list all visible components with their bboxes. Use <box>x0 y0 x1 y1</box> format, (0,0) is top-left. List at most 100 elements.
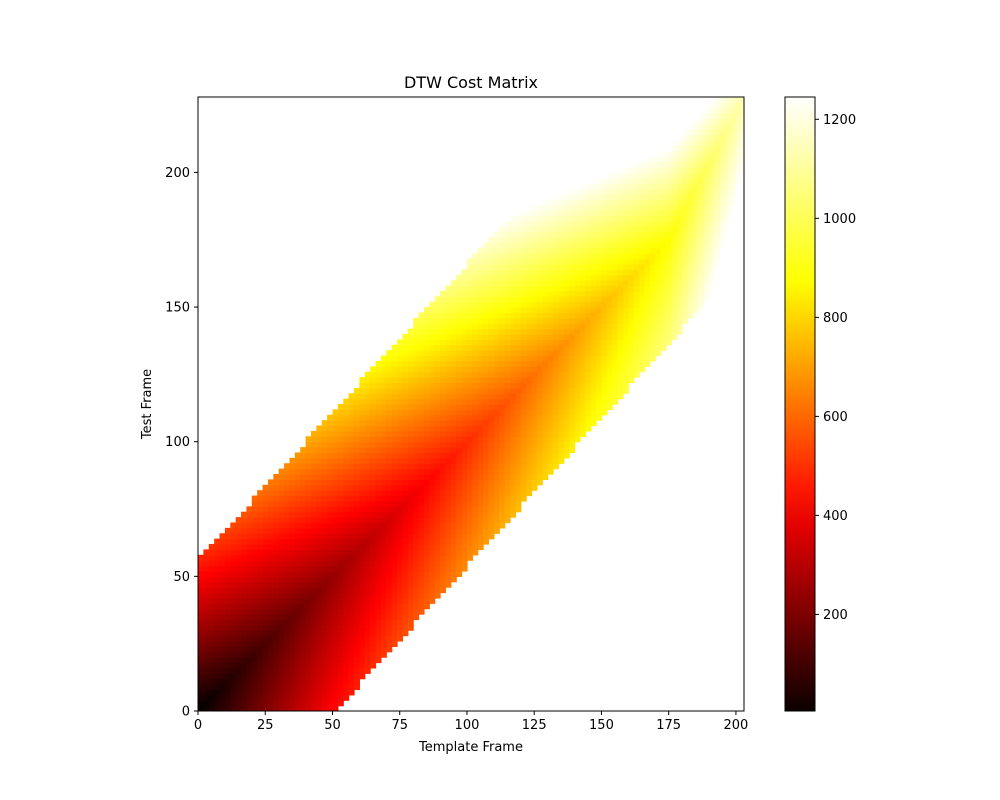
heatmap-cell <box>219 581 226 588</box>
heatmap-cell <box>284 651 291 658</box>
heatmap-cell <box>601 118 608 125</box>
heatmap-cell <box>450 420 457 427</box>
heatmap-cell <box>359 474 366 481</box>
heatmap-cell <box>483 479 490 486</box>
heatmap-cell <box>499 237 506 244</box>
heatmap-cell <box>526 237 533 244</box>
heatmap-cell <box>558 231 565 238</box>
heatmap-cell <box>348 430 355 437</box>
heatmap-cell <box>644 296 651 303</box>
heatmap-cell <box>526 366 533 373</box>
heatmap-cell <box>569 285 576 292</box>
heatmap-cell <box>289 662 296 669</box>
heatmap-cell <box>337 420 344 427</box>
heatmap-cell <box>569 409 576 416</box>
heatmap-cell <box>203 624 210 631</box>
heatmap-cell <box>520 199 527 206</box>
heatmap-cell <box>429 560 436 567</box>
heatmap-cell <box>590 420 597 427</box>
heatmap-cell <box>515 382 522 389</box>
heatmap-cell <box>466 296 473 303</box>
heatmap-cell <box>569 344 576 351</box>
heatmap-cell <box>596 404 603 410</box>
heatmap-cell <box>649 193 656 200</box>
heatmap-cell <box>300 694 307 701</box>
heatmap-cell <box>606 371 613 378</box>
heatmap-cell <box>397 614 404 621</box>
heatmap-cell <box>612 296 619 303</box>
heatmap-cell <box>423 592 430 599</box>
heatmap-cell <box>671 258 678 265</box>
heatmap-cell <box>472 290 479 297</box>
heatmap-cell <box>477 522 484 529</box>
heatmap-cell <box>450 393 457 400</box>
heatmap-cell <box>332 474 339 481</box>
heatmap-cell <box>574 274 581 281</box>
heatmap-cell <box>380 447 387 454</box>
heatmap-cell <box>219 587 226 594</box>
heatmap-cell <box>639 280 646 287</box>
heatmap-cell <box>450 484 457 491</box>
heatmap-cell <box>407 420 414 427</box>
heatmap-cell <box>601 220 608 227</box>
heatmap-cell <box>563 280 570 287</box>
heatmap-cell <box>434 581 441 588</box>
heatmap-cell <box>628 317 635 324</box>
heatmap-cell <box>429 404 436 410</box>
heatmap-cell <box>423 409 430 416</box>
heatmap-cell <box>332 430 339 437</box>
heatmap-cell <box>300 511 307 518</box>
heatmap-cell <box>553 280 560 287</box>
heatmap-cell <box>332 587 339 594</box>
heatmap-cell <box>633 210 640 217</box>
heatmap-cell <box>203 565 210 572</box>
heatmap-cell <box>563 215 570 222</box>
heatmap-cell <box>499 263 506 270</box>
heatmap-cell <box>493 231 500 238</box>
heatmap-cell <box>499 328 506 335</box>
heatmap-cell <box>397 597 404 604</box>
heatmap-cell <box>660 290 667 297</box>
heatmap-cell <box>332 500 339 507</box>
heatmap-cell <box>649 263 656 270</box>
heatmap-cell <box>337 700 344 707</box>
heatmap-cell <box>241 684 248 691</box>
heatmap-cell <box>510 253 516 260</box>
heatmap-cell <box>284 684 291 691</box>
heatmap-cell <box>359 398 366 405</box>
heatmap-cell <box>284 667 291 674</box>
heatmap-cell <box>413 490 420 497</box>
heatmap-cell <box>386 603 393 610</box>
heatmap-cell <box>472 479 479 486</box>
heatmap-cell <box>440 290 447 297</box>
heatmap-cell <box>246 608 253 615</box>
heatmap-cell <box>558 215 565 222</box>
heatmap-cell <box>305 619 312 626</box>
heatmap-cell <box>563 301 570 308</box>
heatmap-cell <box>644 269 651 276</box>
heatmap-cell <box>714 226 721 233</box>
heatmap-cell <box>198 554 204 561</box>
heatmap-cell <box>676 307 683 314</box>
heatmap-cell <box>284 517 291 524</box>
heatmap-cell <box>278 673 285 680</box>
heatmap-cell <box>563 425 570 432</box>
heatmap-cell <box>698 102 705 109</box>
heatmap-cell <box>531 441 538 448</box>
heatmap-cell <box>450 382 457 389</box>
heatmap-cell <box>639 269 646 276</box>
heatmap-cell <box>628 323 635 330</box>
heatmap-cell <box>590 269 597 276</box>
heatmap-cell <box>553 360 560 367</box>
heatmap-cell <box>601 113 608 120</box>
heatmap-cell <box>606 226 613 233</box>
heatmap-cell <box>483 296 490 303</box>
heatmap-cell <box>359 554 366 561</box>
heatmap-cell <box>407 430 414 437</box>
heatmap-cell <box>321 651 328 658</box>
heatmap-cell <box>391 614 398 621</box>
heatmap-cell <box>596 167 603 174</box>
heatmap-cell <box>499 393 506 400</box>
heatmap-cell <box>515 333 522 340</box>
heatmap-cell <box>251 603 258 610</box>
